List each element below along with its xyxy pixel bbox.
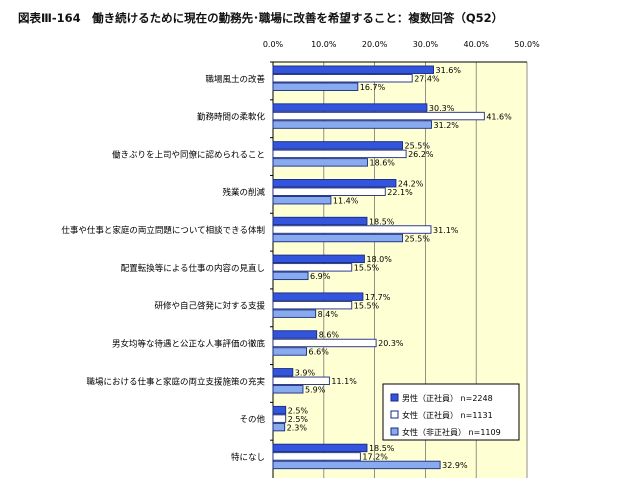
- bar: [272, 187, 386, 196]
- bar: [272, 141, 403, 150]
- data-label: 6.9%: [310, 272, 331, 281]
- bar: [272, 225, 432, 234]
- x-tick-label: 50.0%: [514, 40, 540, 49]
- bar: [272, 460, 441, 470]
- bar: [272, 158, 368, 167]
- data-label: 11.4%: [333, 196, 359, 205]
- data-label: 30.3%: [429, 104, 455, 113]
- category-label: 配置転換等による仕事の内容の見直し: [121, 263, 265, 274]
- bar: [272, 216, 368, 226]
- bar: [272, 414, 287, 423]
- data-label: 8.4%: [318, 310, 339, 319]
- x-tick-label: 0.0%: [263, 40, 284, 49]
- legend-swatch: [390, 410, 399, 419]
- data-label: 15.5%: [354, 264, 380, 273]
- x-tick-label: 30.0%: [413, 40, 439, 49]
- legend: [382, 383, 520, 441]
- x-tick-label: 20.0%: [362, 40, 388, 49]
- data-label: 18.5%: [369, 217, 395, 226]
- bar: [272, 65, 434, 74]
- data-label: 31.2%: [433, 121, 459, 130]
- category-label: 勤務時間の柔軟化: [197, 112, 266, 123]
- bar: [272, 376, 330, 385]
- bar: [272, 103, 428, 112]
- data-label: 25.5%: [405, 142, 431, 151]
- legend-label: 女性（非正社員） n=1109: [402, 427, 501, 437]
- data-label: 11.1%: [331, 377, 357, 386]
- data-label: 18.5%: [369, 444, 395, 453]
- bar: [272, 385, 304, 394]
- legend-label: 男性（正社員） n=2248: [402, 393, 493, 403]
- legend-swatch: [390, 393, 399, 402]
- legend-label: 女性（正社員） n=1131: [402, 410, 493, 420]
- bar: [272, 271, 309, 281]
- data-label: 22.1%: [387, 188, 413, 197]
- data-label: 8.6%: [319, 331, 340, 340]
- bar: [272, 179, 397, 188]
- bar: [272, 196, 332, 205]
- chart-title: 図表Ⅲ-164 働き続けるために現在の勤務先･職場に改善を希望すること：複数回答…: [18, 11, 503, 25]
- bar: [272, 74, 413, 83]
- category-label: 職場風土の改善: [205, 74, 265, 85]
- bar: [272, 330, 318, 339]
- data-label: 31.1%: [433, 226, 459, 235]
- bar: [272, 452, 361, 461]
- bar: [272, 347, 307, 356]
- category-label: 男女均等な待遇と公正な人事評価の徹底: [112, 338, 266, 349]
- data-label: 31.6%: [436, 66, 462, 75]
- data-label: 15.5%: [354, 301, 380, 310]
- data-label: 17.7%: [365, 293, 391, 302]
- bar: [272, 443, 368, 453]
- bar: [272, 120, 432, 129]
- data-label: 32.9%: [442, 461, 468, 470]
- bar: [272, 309, 317, 318]
- category-label: その他: [239, 414, 265, 425]
- category-label: 職場における仕事と家庭の両立支援施策の充実: [86, 376, 265, 387]
- data-label: 25.5%: [405, 234, 431, 243]
- data-label: 41.6%: [486, 112, 512, 121]
- bar: [272, 405, 287, 415]
- legend-swatch: [390, 427, 399, 436]
- data-label: 20.3%: [378, 339, 404, 348]
- bar: [272, 338, 377, 348]
- data-label: 18.0%: [366, 255, 392, 264]
- x-tick-label: 10.0%: [311, 40, 337, 49]
- data-label: 16.7%: [360, 83, 386, 92]
- data-label: 6.6%: [309, 348, 330, 357]
- bar: [272, 149, 407, 159]
- bar: [272, 292, 364, 301]
- data-label: 2.5%: [288, 406, 309, 415]
- x-tick-label: 40.0%: [463, 40, 489, 49]
- category-label: 残業の削減: [222, 187, 265, 198]
- data-label: 24.2%: [398, 179, 424, 188]
- data-label: 2.3%: [287, 423, 308, 432]
- category-label: 研修や自己啓発に対する支援: [154, 301, 265, 312]
- bar: [272, 300, 353, 310]
- data-label: 27.4%: [414, 75, 440, 84]
- bar: [272, 422, 286, 432]
- bar: [272, 254, 365, 264]
- bar: [272, 368, 294, 377]
- data-label: 2.5%: [288, 415, 309, 424]
- data-label: 18.6%: [369, 159, 395, 168]
- data-label: 5.9%: [305, 386, 326, 395]
- data-label: 17.2%: [362, 453, 388, 462]
- data-label: 26.2%: [408, 150, 434, 159]
- bar: [272, 82, 359, 91]
- category-label: 働きぶりを上司や同僚に認められること: [112, 149, 265, 160]
- bar: [272, 111, 485, 121]
- bar: [272, 263, 353, 272]
- category-label: 特になし: [231, 452, 265, 463]
- category-label: 仕事や仕事と家庭の両立問題について相談できる体制: [61, 225, 265, 236]
- data-label: 3.9%: [295, 369, 316, 378]
- bar: [272, 233, 403, 243]
